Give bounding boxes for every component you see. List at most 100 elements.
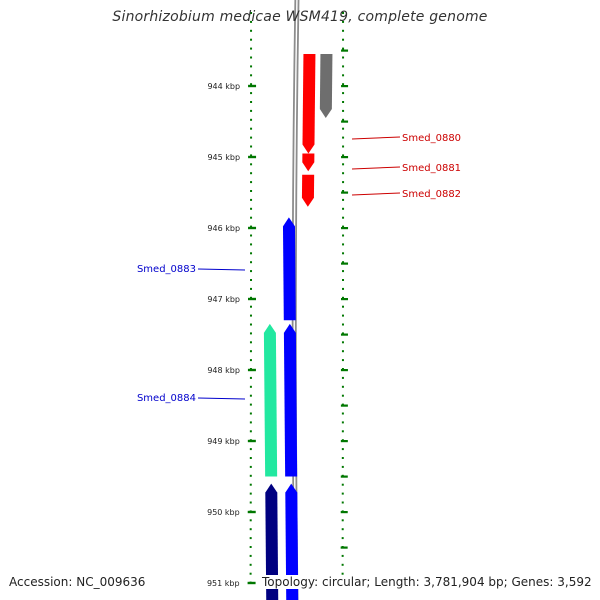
scale-dot-right xyxy=(341,350,344,353)
scale-dot-left xyxy=(250,127,253,130)
feature-layer xyxy=(263,54,333,600)
scale-dot-left xyxy=(249,537,252,540)
feature-arrow xyxy=(263,323,278,477)
scale-dot-left xyxy=(250,136,253,139)
feature-arrow xyxy=(319,54,333,118)
gene-arrow-smed-0880 xyxy=(302,54,316,154)
scale-dot-left xyxy=(250,101,253,103)
scale-dot-left xyxy=(249,501,252,504)
scale-dash-right xyxy=(340,369,348,372)
scale-dot-left xyxy=(249,341,252,344)
scale-dot-right xyxy=(341,394,344,397)
scale-dot-right xyxy=(341,305,344,308)
scale-dot-right xyxy=(342,92,345,95)
scale-dot-left xyxy=(250,20,253,23)
scale-dot-left xyxy=(250,109,253,112)
scale-tick-label: 951 kbp xyxy=(207,579,240,588)
scale-dot-left xyxy=(250,172,253,175)
scale-dot-left xyxy=(250,38,253,41)
scale-dot-left xyxy=(250,234,253,237)
scale-dot-right xyxy=(341,554,344,557)
scale-dot-right xyxy=(341,483,344,486)
scale-tick xyxy=(247,439,256,443)
gene-label-smed-0884: Smed_0884 xyxy=(137,393,196,404)
scale-dot-right xyxy=(342,207,345,210)
scale-dash-right xyxy=(340,546,348,549)
scale-tick xyxy=(247,368,256,372)
scale-dot-right xyxy=(341,448,344,451)
scale-dot-left xyxy=(249,572,252,575)
scale-dot-left xyxy=(249,412,252,415)
scale-dot-left xyxy=(249,394,252,397)
gene-arrow-smed-0883 xyxy=(282,217,296,321)
scale-dot-left xyxy=(249,492,252,495)
gene-label-smed-0883: Smed_0883 xyxy=(137,264,196,275)
scale-dot-left xyxy=(249,528,252,531)
scale-dot-left xyxy=(249,448,252,451)
scale-tick xyxy=(248,155,257,159)
gene-label-smed-0880: Smed_0880 xyxy=(402,133,461,144)
scale-dot-right xyxy=(341,314,344,317)
scale-dot-left xyxy=(249,546,252,548)
scale-dash-right xyxy=(341,49,349,52)
feature-arrow xyxy=(265,483,279,600)
accession-label: Accession: NC_009636 xyxy=(9,575,148,589)
scale-dot-right xyxy=(342,172,345,175)
scale-dot-left xyxy=(250,243,253,246)
scale-dot-right xyxy=(342,29,345,32)
scale-dot-right xyxy=(341,519,344,522)
gene-arrow-smed-0882 xyxy=(301,174,315,207)
scale-dot-right xyxy=(342,118,345,121)
scale-dot-right xyxy=(342,252,345,255)
scale-dot-left xyxy=(250,92,253,95)
scale-dot-left xyxy=(249,359,252,362)
scale-tick xyxy=(248,297,257,301)
scale-dot-left xyxy=(250,181,253,184)
scale-dot-right xyxy=(341,421,344,424)
scale-dot-left xyxy=(250,47,253,50)
scale-dot-left xyxy=(249,314,252,317)
scale-dot-left xyxy=(249,457,252,459)
scale-dot-right xyxy=(342,109,345,112)
scale-dot-left xyxy=(249,519,252,522)
scale-dot-left xyxy=(250,12,253,14)
scale-dot-right xyxy=(341,572,344,575)
scale-dash-right xyxy=(341,156,349,159)
scale-dot-left xyxy=(249,465,252,468)
scale-tick-label: 947 kbp xyxy=(207,295,240,304)
scale-dot-left xyxy=(249,430,252,433)
scale-dash-right xyxy=(341,85,349,88)
scale-dot-left xyxy=(250,216,253,219)
gene-leader-line xyxy=(351,192,401,196)
genome-title: Sinorhizobium medicae WSM419, complete g… xyxy=(112,9,488,25)
scale-dash-right xyxy=(341,191,349,194)
scale-dot-left xyxy=(250,29,253,32)
scale-dash-right xyxy=(340,475,348,478)
scale-dot-right xyxy=(342,65,345,68)
gene-label-smed-0882: Smed_0882 xyxy=(402,189,461,200)
scale-dot-right xyxy=(342,181,345,184)
scale-dash-right xyxy=(341,262,349,265)
scale-dot-left xyxy=(249,323,252,326)
scale-tick-label: 948 kbp xyxy=(207,366,240,375)
scale-dash-right xyxy=(341,120,349,123)
scale-dot-right xyxy=(342,225,345,228)
scale-dot-right xyxy=(342,47,345,50)
genome-stats: Topology: circular; Length: 3,781,904 bp… xyxy=(260,575,594,589)
scale-dot-right xyxy=(341,323,344,326)
scale-dot-right xyxy=(342,74,345,77)
scale-dash-right xyxy=(340,440,348,443)
scale-dot-left xyxy=(250,190,253,192)
scale-dot-right xyxy=(341,359,344,362)
scale-dot-left xyxy=(250,145,253,148)
scale-tick-label: 945 kbp xyxy=(207,153,240,162)
gene-leader-line xyxy=(351,136,401,140)
scale-dot-left xyxy=(249,474,252,477)
gene-arrow-smed-0884 xyxy=(283,323,298,477)
scale-dot-left xyxy=(250,261,253,264)
scale-dot-right xyxy=(342,101,345,103)
scale-dot-left xyxy=(250,74,253,77)
scale-dot-left xyxy=(250,118,253,121)
scale-dot-right xyxy=(342,216,345,219)
